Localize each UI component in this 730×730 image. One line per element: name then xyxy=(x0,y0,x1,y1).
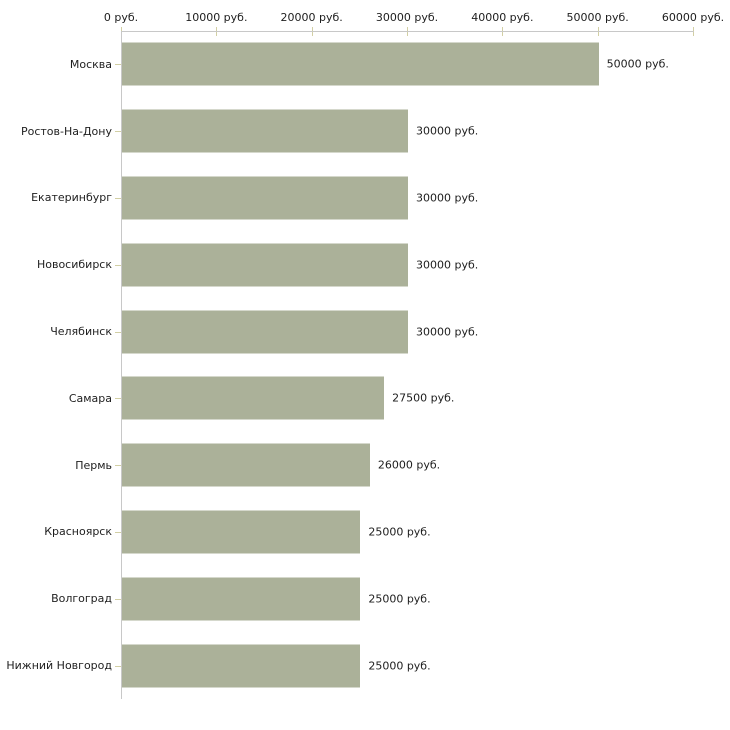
x-axis-tick-label: 50000 руб. xyxy=(566,11,629,24)
bar-row: Волгоград 25000 руб. xyxy=(0,565,730,632)
x-axis-tick-label: 40000 руб. xyxy=(471,11,534,24)
x-axis-tick-label: 60000 руб. xyxy=(661,11,725,24)
bar xyxy=(122,243,408,287)
value-label: 25000 руб. xyxy=(368,659,431,673)
value-label: 25000 руб. xyxy=(368,525,431,539)
bar-row: Новосибирск 30000 руб. xyxy=(0,231,730,298)
category-label: Ростов-На-Дону xyxy=(20,124,112,138)
y-axis-tick-mark xyxy=(115,131,121,133)
y-axis-tick-mark xyxy=(115,665,121,667)
value-label: 26000 руб. xyxy=(377,458,441,472)
x-axis-tick-label: 20000 руб. xyxy=(280,11,343,24)
y-axis-tick-mark xyxy=(115,64,121,66)
bar-row: Нижний Новгород 25000 руб. xyxy=(0,632,730,699)
plot-area: Москва 50000 руб. Ростов-На-Дону 30000 р… xyxy=(0,31,730,699)
category-label: Москва xyxy=(69,57,112,71)
y-axis-tick-mark xyxy=(115,598,121,600)
category-label: Самара xyxy=(68,391,112,405)
x-axis-tick-label: 30000 руб. xyxy=(375,11,439,24)
bar-row: Москва 50000 руб. xyxy=(0,31,730,98)
y-axis-tick-mark xyxy=(115,398,121,400)
bar xyxy=(122,376,385,420)
category-label: Красноярск xyxy=(44,525,112,539)
y-axis-tick-mark xyxy=(115,264,121,266)
y-axis-tick-mark xyxy=(115,331,121,333)
bar xyxy=(122,443,370,487)
value-label: 30000 руб. xyxy=(416,191,479,205)
x-axis-tick-label: 10000 руб. xyxy=(185,11,248,24)
category-label: Нижний Новгород xyxy=(6,659,112,673)
bar-row: Самара 27500 руб. xyxy=(0,365,730,432)
category-label: Челябинск xyxy=(50,325,112,339)
y-axis-tick-mark xyxy=(115,465,121,467)
bar xyxy=(122,42,599,86)
bar-row: Пермь 26000 руб. xyxy=(0,432,730,499)
category-label: Новосибирск xyxy=(36,258,112,272)
x-axis: 0 руб. 10000 руб. 20000 руб. 30000 руб. … xyxy=(104,0,724,730)
bar xyxy=(122,577,361,621)
bar-row: Ростов-На-Дону 30000 руб. xyxy=(0,98,730,165)
value-label: 27500 руб. xyxy=(392,391,455,405)
bar-row: Челябинск 30000 руб. xyxy=(0,298,730,365)
value-label: 25000 руб. xyxy=(368,592,431,606)
y-axis-line xyxy=(121,31,122,699)
bar-row: Красноярск 25000 руб. xyxy=(0,499,730,566)
value-label: 30000 руб. xyxy=(416,124,479,138)
value-label: 30000 руб. xyxy=(416,258,479,272)
category-label: Пермь xyxy=(75,458,112,472)
bar xyxy=(122,310,408,354)
y-axis-tick-mark xyxy=(115,531,121,533)
bar xyxy=(122,176,408,220)
bar-row: Екатеринбург 30000 руб. xyxy=(0,165,730,232)
y-axis-tick-mark xyxy=(115,197,121,199)
x-axis-tick-label: 0 руб. xyxy=(103,11,139,24)
bar xyxy=(122,510,361,554)
x-axis-line xyxy=(121,31,694,32)
bar xyxy=(122,109,408,153)
value-label: 30000 руб. xyxy=(416,325,479,339)
category-label: Екатеринбург xyxy=(31,191,112,205)
category-label: Волгоград xyxy=(51,592,112,606)
value-label: 50000 руб. xyxy=(606,57,669,71)
bar xyxy=(122,644,361,688)
